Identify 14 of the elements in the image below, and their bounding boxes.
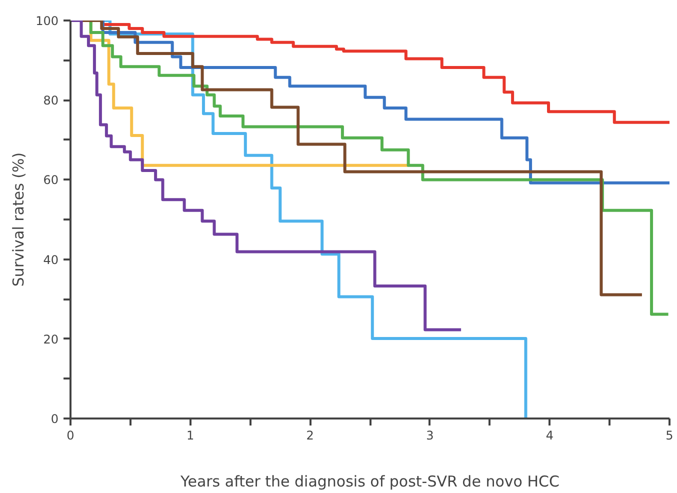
y-tick-label: 40 (43, 252, 59, 267)
y-tick-label: 0 (50, 412, 59, 426)
x-tick-label: 4 (546, 428, 554, 442)
x-tick-label: 2 (306, 428, 314, 442)
y-tick-label: 60 (43, 173, 59, 188)
x-tick-label: 1 (186, 428, 194, 442)
y-tick-label: 20 (43, 332, 59, 346)
x-tick-label: 5 (666, 428, 674, 442)
x-axis-title: Years after the diagnosis of post-SVR de novo HCC (180, 472, 560, 490)
x-tick-label: 3 (426, 428, 434, 442)
y-tick-label: 80 (43, 94, 59, 108)
y-tick-label: 100 (36, 14, 58, 28)
x-tick-label: 0 (66, 428, 74, 442)
y-axis-title: Survival rates (%) (10, 152, 28, 287)
